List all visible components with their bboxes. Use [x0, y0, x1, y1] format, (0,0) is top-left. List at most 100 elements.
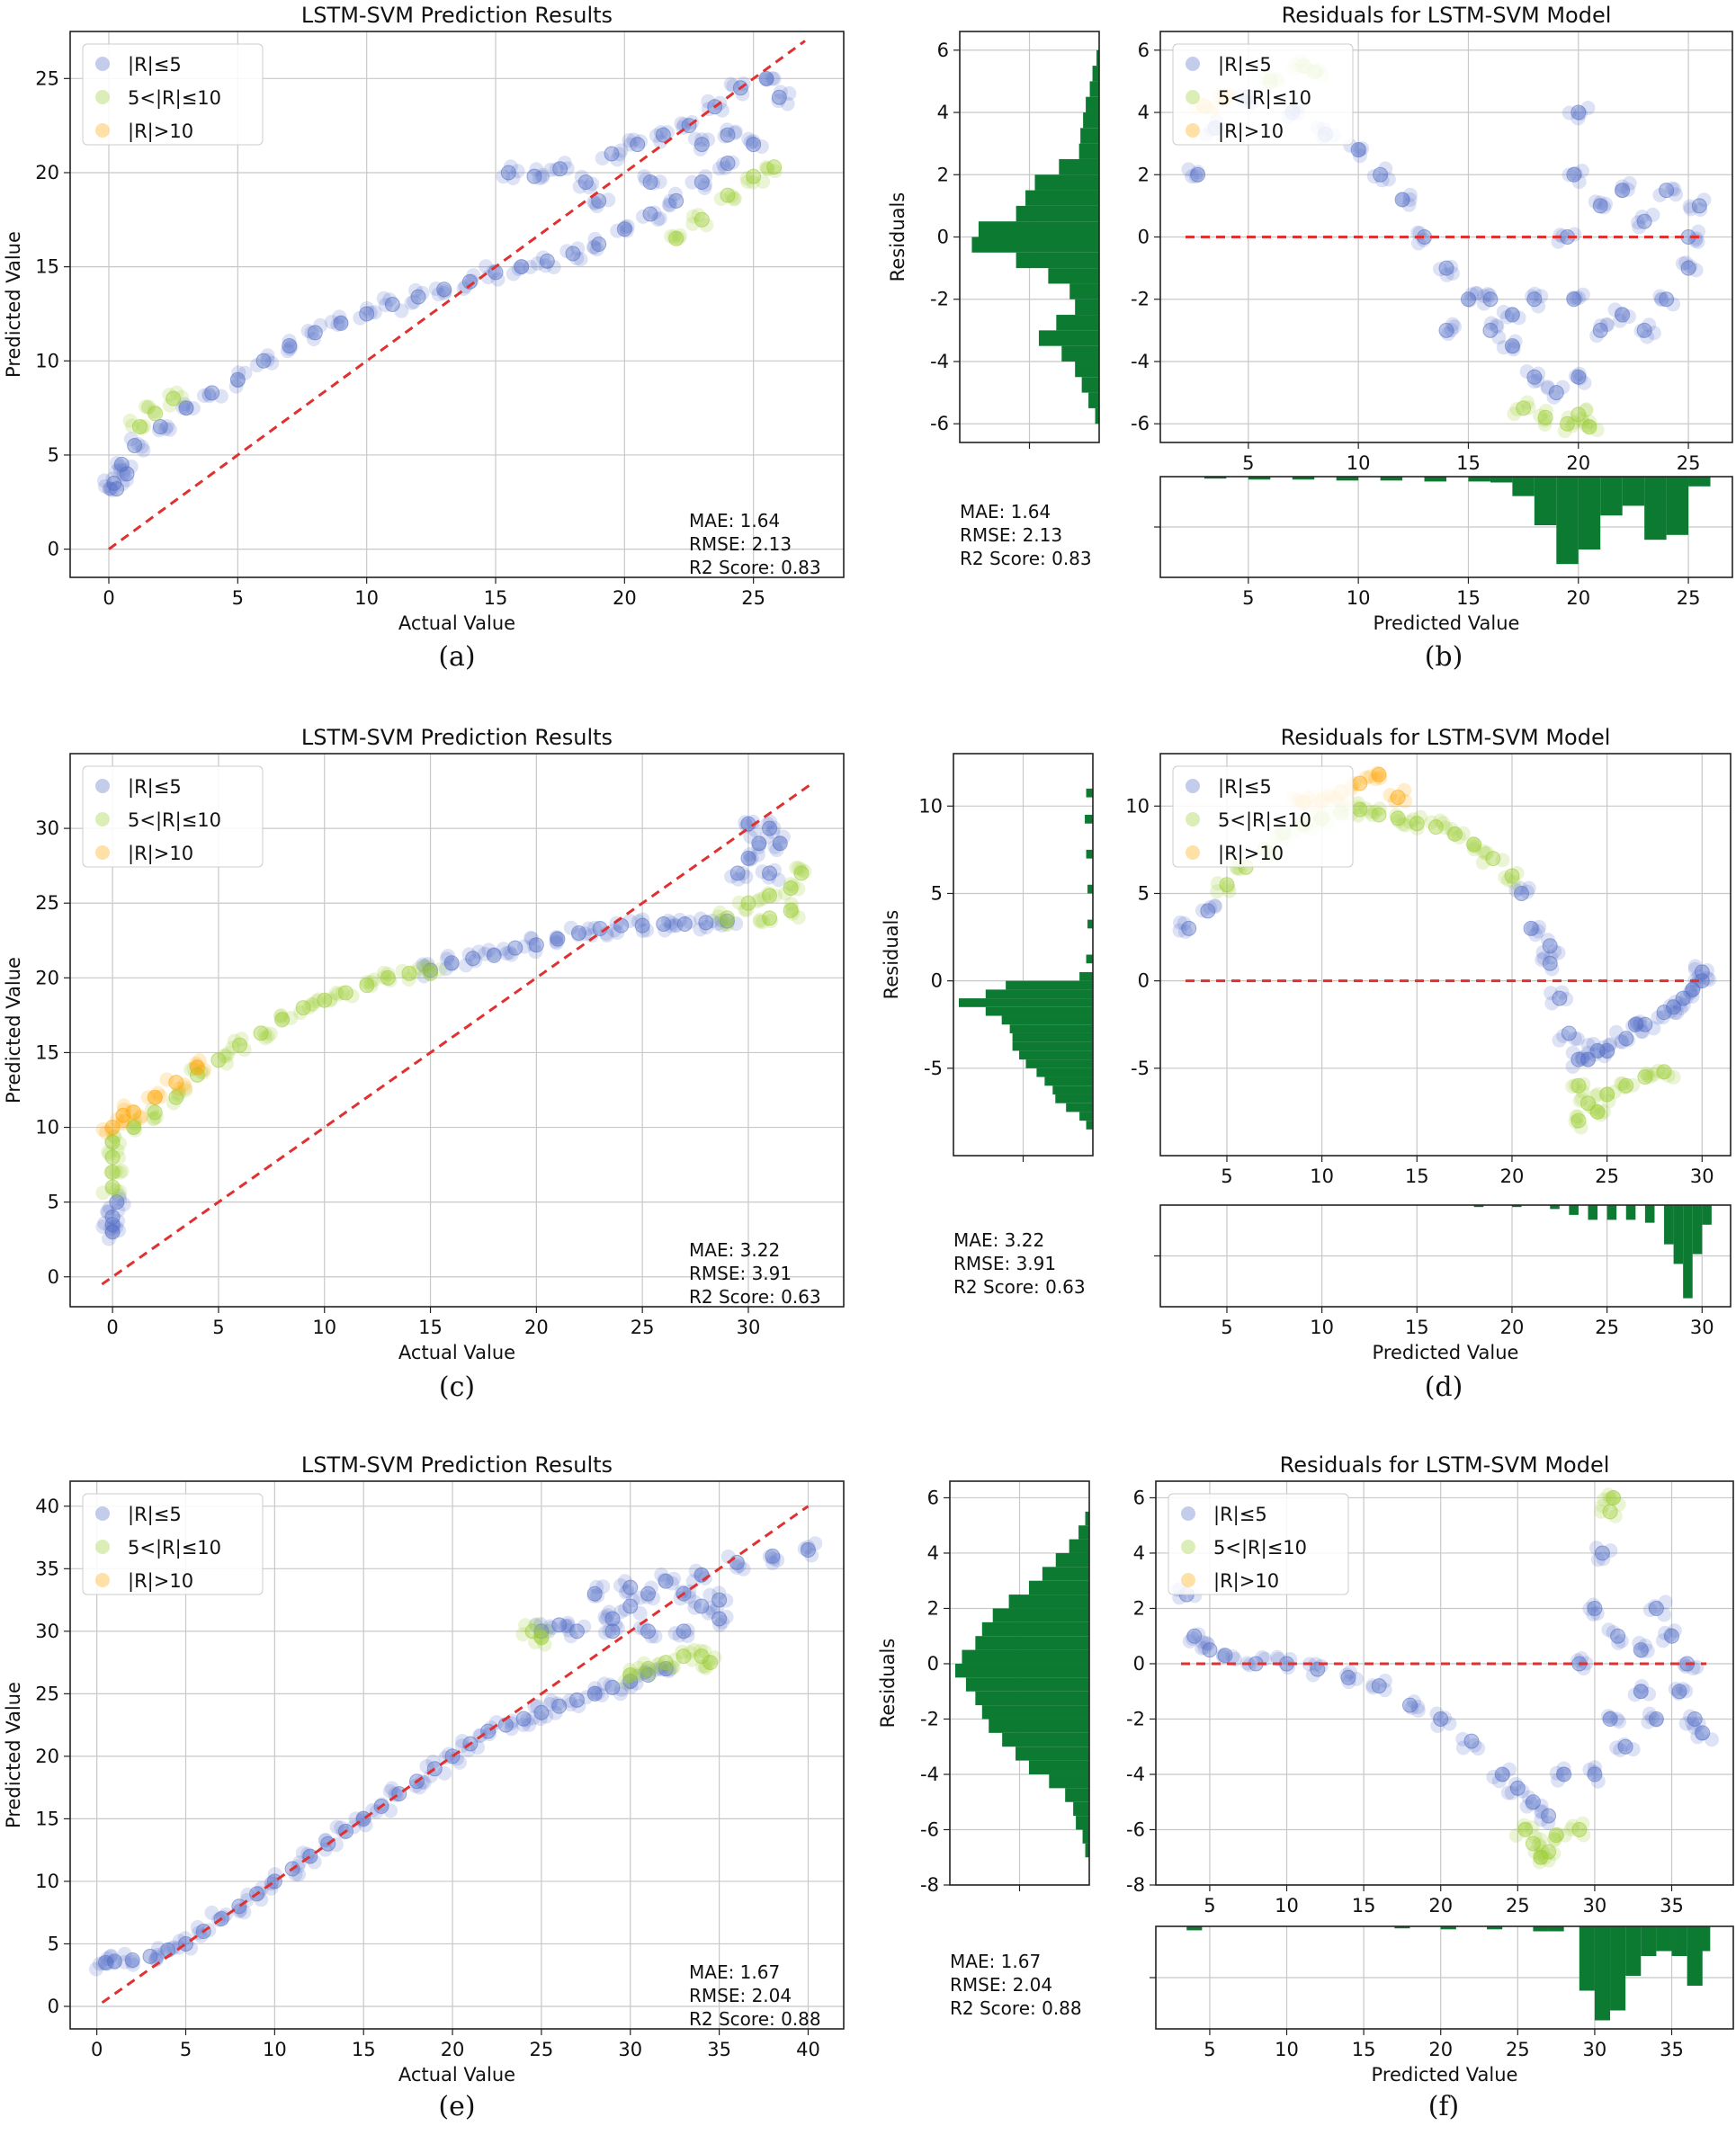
data-point-cloud: [359, 975, 374, 990]
data-point: [401, 965, 417, 981]
histogram-bar: [1034, 174, 1099, 191]
data-point-cloud: [1177, 916, 1192, 931]
data-point: [109, 1194, 125, 1210]
data-point-cloud: [166, 1940, 182, 1955]
data-point-cloud: [742, 847, 757, 862]
data-point-cloud: [1683, 1709, 1698, 1724]
data-point: [622, 1667, 639, 1684]
data-point: [126, 1104, 142, 1121]
data-point-cloud: [517, 939, 532, 954]
data-point-cloud: [1483, 316, 1499, 331]
data-point-cloud: [713, 192, 729, 207]
data-point-cloud: [482, 1727, 497, 1742]
data-point-cloud: [612, 147, 627, 162]
x-tick-label: 40: [796, 2039, 820, 2060]
data-point-cloud: [112, 1136, 127, 1151]
histogram-bar: [1081, 377, 1099, 393]
data-point: [746, 137, 762, 153]
data-point-cloud: [746, 134, 761, 149]
data-point-cloud: [546, 260, 561, 275]
data-point-cloud: [749, 894, 765, 909]
data-point-cloud: [688, 1563, 703, 1578]
data-point: [720, 156, 736, 172]
data-point-cloud: [102, 1147, 117, 1162]
data-point: [1504, 868, 1520, 884]
data-point: [1580, 1051, 1596, 1068]
x-tick-label: 5: [1242, 452, 1254, 474]
data-point-cloud: [408, 282, 424, 298]
data-point-cloud: [633, 134, 649, 149]
data-point-cloud: [141, 399, 157, 415]
data-point-cloud: [496, 169, 511, 184]
legend-box: [1172, 765, 1354, 868]
data-point-cloud: [150, 1941, 166, 1956]
data-point: [586, 1685, 603, 1702]
data-point-cloud: [657, 1572, 672, 1587]
data-point-cloud: [436, 286, 452, 301]
legend-marker: [95, 1573, 110, 1587]
data-point: [333, 315, 349, 331]
data-point-cloud: [699, 218, 714, 233]
data-point-cloud: [1677, 1657, 1692, 1672]
data-point: [1605, 1489, 1621, 1505]
data-point-cloud: [1374, 173, 1390, 188]
data-point-cloud: [1621, 308, 1636, 324]
data-point: [1310, 1661, 1326, 1677]
data-point-cloud: [1221, 880, 1236, 895]
data-point-cloud: [738, 818, 754, 834]
data-point: [1504, 307, 1520, 323]
data-point-cloud: [1352, 142, 1367, 157]
data-point-cloud: [1469, 286, 1484, 301]
x-tick-label: 20: [1566, 452, 1590, 474]
data-point-cloud: [1486, 1770, 1501, 1785]
chart-title: LSTM-SVM Prediction Results: [301, 1452, 613, 1478]
data-point-cloud: [1570, 111, 1586, 126]
data-point: [148, 406, 164, 422]
data-point-cloud: [600, 1608, 615, 1623]
data-point-cloud: [1675, 1682, 1690, 1697]
data-point: [658, 1661, 674, 1677]
data-point-cloud: [1583, 1100, 1598, 1115]
data-point: [1687, 1711, 1703, 1727]
figure-panels: 0 5 10 15 20 250510152025|R|≤55<|R|≤10|R|>10L…: [3, 3, 1734, 2122]
data-point-cloud: [1598, 196, 1614, 211]
data-point-cloud: [119, 472, 134, 487]
histogram-bar: [1186, 1926, 1203, 1931]
data-point: [1504, 338, 1520, 354]
data-point-cloud: [572, 179, 587, 194]
data-point: [720, 127, 736, 143]
data-point-cloud: [557, 156, 572, 171]
data-point: [119, 466, 135, 482]
data-point: [1615, 307, 1631, 323]
data-point-cloud: [685, 216, 701, 231]
data-point-cloud: [693, 141, 708, 156]
data-point-cloud: [101, 1204, 116, 1219]
histogram-bar: [1579, 1926, 1595, 1991]
data-point-cloud: [539, 1709, 554, 1724]
data-point-cloud: [675, 1644, 690, 1659]
data-point-cloud: [1601, 1094, 1616, 1109]
data-point-cloud: [762, 1549, 777, 1564]
data-point: [1447, 826, 1463, 842]
data-point-cloud: [1413, 809, 1428, 825]
data-point: [1570, 1112, 1587, 1129]
data-point-cloud: [257, 1025, 273, 1041]
data-point-cloud: [1593, 1107, 1608, 1122]
data-point-cloud: [103, 481, 118, 496]
data-point-cloud: [122, 413, 138, 428]
histogram-bar: [1556, 477, 1579, 565]
data-point-cloud: [217, 1048, 232, 1063]
data-point-cloud: [1547, 943, 1562, 959]
data-point-cloud: [100, 1956, 115, 1971]
data-point-cloud: [735, 866, 750, 881]
x-tick-label: 5: [1204, 2039, 1215, 2060]
legend-label: 5<|R|≤10: [1218, 809, 1311, 832]
data-point-cloud: [117, 1103, 132, 1118]
data-point-cloud: [185, 400, 201, 415]
y-tick-label: 6: [927, 1487, 939, 1508]
data-point: [604, 146, 620, 162]
data-point-cloud: [103, 1122, 119, 1138]
metric-text: MAE: 3.22: [953, 1229, 1044, 1251]
histogram-bar: [1086, 954, 1093, 964]
data-point-cloud: [171, 1081, 186, 1096]
